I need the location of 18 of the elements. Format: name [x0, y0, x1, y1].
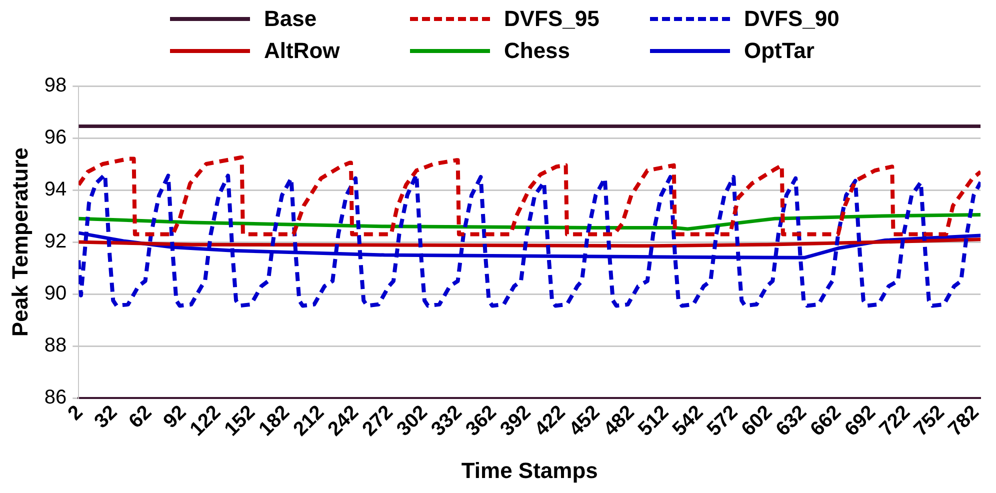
y-tick-label: 90 [44, 282, 67, 305]
x-tick-label: 32 [90, 401, 122, 433]
y-tick-label: 88 [44, 334, 67, 357]
legend-label: AltRow [264, 38, 340, 64]
x-tick-label: 782 [944, 401, 984, 441]
y-tick-label: 94 [44, 178, 67, 201]
y-tick-label: 92 [44, 230, 67, 253]
legend-label: Base [264, 6, 317, 32]
y-tick-label: 96 [44, 126, 67, 149]
x-axis-title: Time Stamps [461, 458, 598, 483]
y-tick-label: 86 [44, 386, 67, 409]
x-tick-label: 62 [124, 401, 156, 433]
legend-label: OptTar [744, 38, 814, 64]
legend-label: DVFS_95 [504, 6, 600, 32]
y-axis-title: Peak Temperature [7, 147, 32, 337]
legend-label: Chess [504, 38, 570, 64]
legend-label: DVFS_90 [744, 6, 840, 32]
y-tick-label: 98 [44, 74, 67, 97]
